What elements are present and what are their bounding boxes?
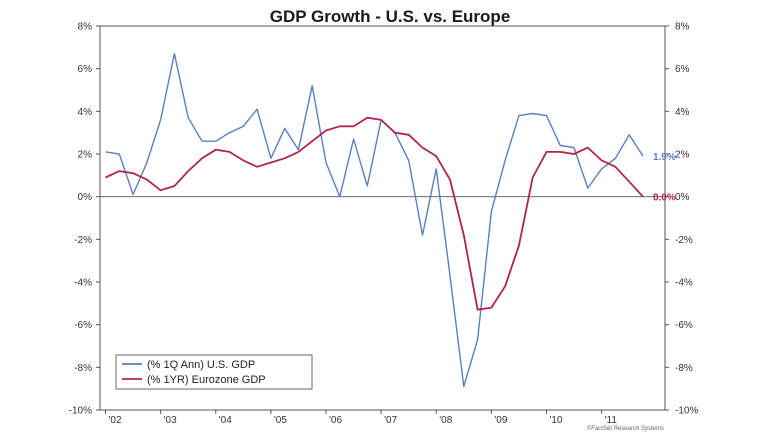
x-tick-label: '05 [274,415,287,426]
x-tick-label: '04 [219,415,232,426]
y-tick-label-right: -2% [675,235,693,246]
x-tick-label: '11 [605,415,618,426]
y-tick-label-left: -6% [74,320,92,331]
y-tick-label-right: 6% [675,64,690,75]
y-tick-label-left: 8% [78,22,93,33]
y-tick-label-left: 2% [78,150,93,161]
y-axis-left: 8% 6% 4% 2% 0% -2% -4% -6% -8% -10% [69,22,100,417]
y-tick-label-left: -8% [74,363,92,374]
end-label-us-gdp: 1.9% [653,152,676,163]
y-tick-label-right: 4% [675,107,690,118]
x-tick-label: '07 [384,415,397,426]
end-label-eurozone-gdp: 0.0% [653,193,676,204]
y-axis-right: 8% 6% 4% 2% 0% -2% -4% -6% -8% -10% [665,22,698,417]
y-tick-label-left: 4% [78,107,93,118]
y-tick-label-left: -10% [69,406,92,417]
y-tick-label-right: -6% [675,320,693,331]
y-tick-label-right: -8% [675,363,693,374]
y-tick-label-left: 6% [78,64,93,75]
series-line-eurozone-gdp [105,116,644,311]
y-tick-label-left: -2% [74,235,92,246]
series-lines [105,53,644,388]
x-tick-label: '09 [494,415,507,426]
legend-box [115,354,313,390]
series-line-us-gdp [105,53,644,388]
y-tick-label-right: -10% [675,406,698,417]
legend-label: (% 1Q Ann) U.S. GDP [147,359,255,371]
y-tick-label-right: 8% [675,22,690,33]
plot-area [99,25,666,411]
x-tick-label: '02 [109,415,122,426]
y-tick-label-left: 0% [78,192,93,203]
x-tick-label: '10 [549,415,562,426]
source-note: ©FactSet Research Systems [587,425,664,432]
legend-label: (% 1YR) Eurozone GDP [147,374,266,386]
x-tick-label: '03 [164,415,177,426]
y-tick-label-right: -4% [675,278,693,289]
x-tick-label: '08 [439,415,452,426]
legend: (% 1Q Ann) U.S. GDP (% 1YR) Eurozone GDP [115,354,313,390]
x-tick-label: '06 [329,415,342,426]
y-tick-label-right: 0% [675,192,690,203]
end-labels: 1.9% 0.0% [653,152,676,204]
y-tick-label-left: -4% [74,278,92,289]
y-tick-label-right: 2% [675,150,690,161]
chart-title: GDP Growth - U.S. vs. Europe [270,7,511,26]
x-axis: '02 '03 '04 '05 '06 '07 '08 '09 '10 '11 [105,410,618,426]
